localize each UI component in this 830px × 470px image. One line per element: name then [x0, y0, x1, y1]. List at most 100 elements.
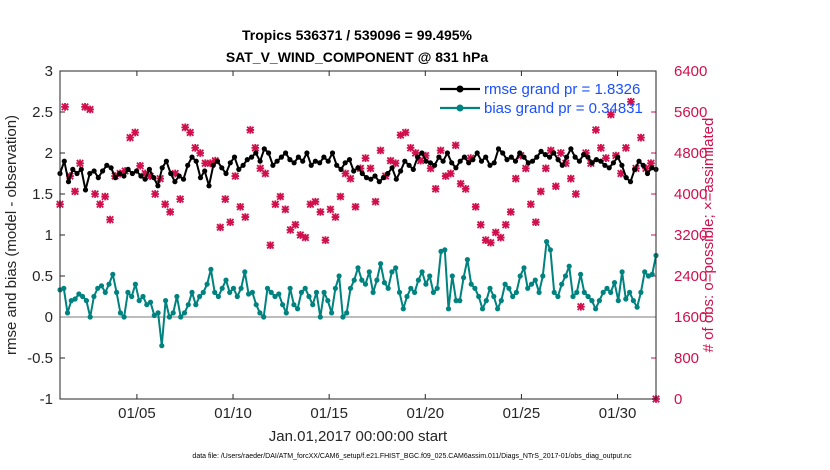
bias-point — [608, 289, 614, 295]
rmse-point — [559, 162, 565, 168]
rmse-point — [185, 162, 191, 168]
bias-point — [547, 247, 554, 253]
rmse-point — [602, 162, 608, 168]
bias-point — [634, 304, 640, 310]
obs-assimilated-point — [321, 236, 330, 244]
y-left-tick-label: 1 — [45, 227, 53, 244]
obs-assimilated-point — [371, 197, 380, 206]
obs-assimilated-point — [206, 159, 215, 168]
obs-assimilated-point — [476, 220, 485, 229]
bias-point — [110, 271, 116, 277]
obs-assimilated-point — [541, 164, 550, 173]
bias-point — [117, 310, 123, 316]
obs-assimilated-point — [627, 97, 635, 106]
rmse-point — [168, 170, 174, 177]
bias-point — [506, 285, 512, 291]
bias-point — [442, 247, 448, 253]
rmse-point — [572, 154, 578, 160]
bias-point — [129, 293, 135, 300]
obs-assimilated-point — [196, 149, 205, 157]
bias-point — [517, 273, 523, 279]
bias-point — [408, 285, 414, 291]
obs-assimilated-point — [166, 208, 175, 216]
bias-point — [419, 269, 425, 275]
obs-assimilated-point — [637, 133, 645, 142]
obs-assimilated-point — [316, 208, 325, 216]
rmse-point — [206, 183, 212, 189]
bias-point — [457, 298, 463, 304]
bias-point — [604, 285, 610, 291]
bias-point — [272, 293, 278, 300]
obs-assimilated-point — [511, 174, 520, 183]
rmse-point — [287, 157, 293, 163]
bias-point — [249, 289, 255, 295]
x-tick-label: 01/10 — [214, 405, 252, 422]
bias-point — [495, 306, 501, 312]
rmse-point — [342, 160, 348, 166]
bias-point — [472, 285, 478, 291]
rmse-point — [291, 160, 297, 166]
bias-point — [374, 277, 380, 283]
x-tick-label: 01/25 — [503, 405, 541, 422]
bias-point — [242, 269, 248, 275]
legend-bias-marker — [456, 104, 464, 112]
bias-point — [340, 314, 346, 320]
obs-assimilated-point — [341, 169, 350, 178]
bias-point — [280, 302, 286, 308]
rmse-point — [568, 146, 574, 152]
rmse-point — [555, 157, 561, 163]
bias-point — [630, 298, 637, 304]
bias-point — [170, 310, 176, 316]
bias-point — [351, 277, 357, 283]
rmse-point — [65, 179, 72, 185]
rmse-point — [419, 150, 425, 156]
obs-assimilated-point — [241, 213, 250, 221]
obs-assimilated-point — [622, 144, 630, 152]
obs-assimilated-point — [61, 103, 69, 111]
obs-assimilated-point — [286, 226, 295, 234]
rmse-point — [487, 162, 493, 168]
obs-assimilated-point — [391, 159, 400, 168]
bias-point — [212, 289, 218, 295]
bias-point — [155, 310, 161, 316]
bias-point — [125, 289, 131, 295]
obs-assimilated-point — [506, 208, 515, 216]
bias-point — [215, 293, 221, 300]
bias-point — [642, 269, 648, 275]
obs-assimilated-point — [86, 105, 94, 114]
bias-point — [174, 293, 180, 300]
chart-subtitle: SAT_V_WIND_COMPONENT @ 831 hPa — [226, 49, 489, 65]
obs-assimilated-point — [121, 167, 129, 175]
obs-assimilated-point — [386, 156, 395, 165]
bias-point — [91, 293, 97, 300]
chart-title: Tropics 536371 / 539096 = 99.495% — [242, 27, 473, 43]
rmse-point — [623, 175, 629, 181]
rmse-point — [547, 154, 553, 160]
x-axis-label: Jan.01,2017 00:00:00 start — [269, 428, 448, 445]
bias-point — [510, 293, 516, 300]
bias-point — [566, 263, 572, 269]
bias-point — [159, 343, 165, 349]
rmse-point — [210, 162, 216, 168]
obs-assimilated-point — [401, 128, 410, 137]
bias-point — [147, 299, 154, 305]
obs-assimilated-point — [642, 164, 650, 173]
obs-assimilated-point — [461, 185, 470, 193]
rmse-point — [257, 158, 263, 164]
y-left-tick-label: 0.5 — [32, 268, 53, 285]
bias-point — [611, 280, 618, 286]
y-axis-left-label: rmse and bias (model - observation) — [3, 115, 20, 355]
rmse-point — [240, 162, 246, 168]
obs-assimilated-point — [336, 192, 345, 201]
rmse-point — [495, 146, 502, 152]
bias-point — [72, 296, 78, 302]
bias-point — [355, 265, 361, 271]
rmse-point — [359, 170, 365, 177]
y-axis-right-label: # of obs: o=possible; ×=assimilated — [700, 118, 717, 353]
obs-assimilated-point — [426, 164, 435, 173]
bias-point — [298, 289, 304, 295]
rmse-point — [385, 170, 391, 177]
bias-point — [445, 306, 452, 312]
bias-point — [551, 289, 557, 295]
rmse-point — [138, 173, 144, 179]
